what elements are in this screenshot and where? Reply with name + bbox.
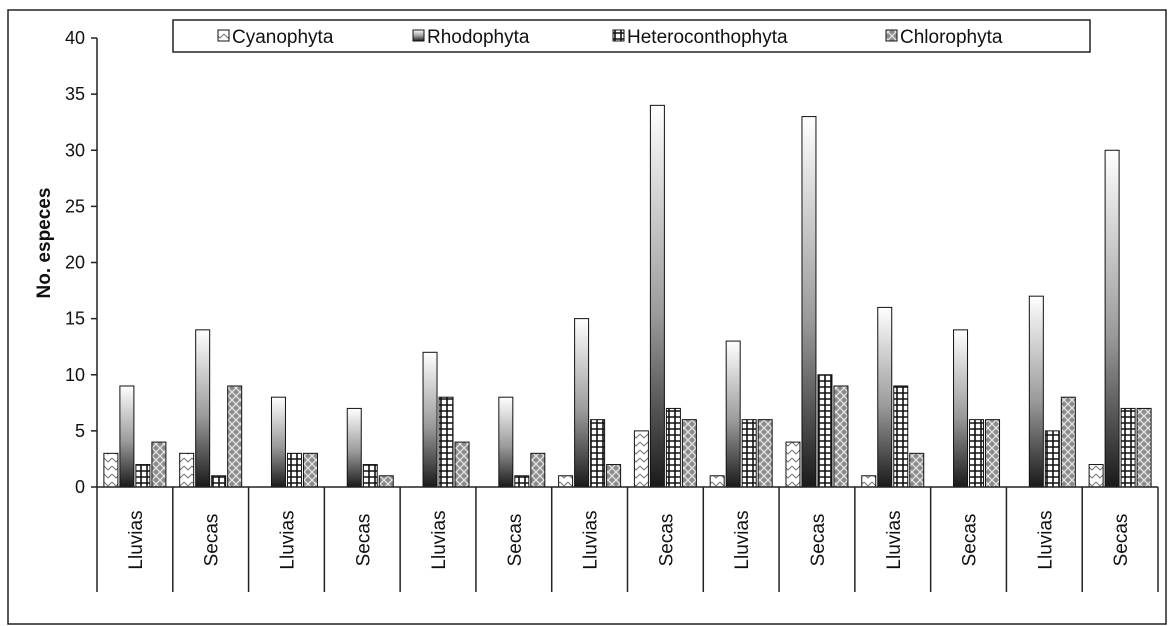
bar-heteroconthophyta bbox=[362, 464, 378, 488]
bar-rhodophyta bbox=[1028, 295, 1044, 488]
bar-heteroconthophyta bbox=[969, 419, 985, 488]
bar-cyanophyta bbox=[785, 441, 801, 488]
x-tick-label: Secas bbox=[1111, 514, 1132, 567]
x-tick-label: Lluvias bbox=[884, 510, 905, 569]
bar-heteroconthophyta bbox=[438, 396, 454, 488]
legend-swatch-chlorophyta bbox=[885, 29, 898, 42]
x-tick-label: Secas bbox=[960, 514, 981, 567]
x-tick-label: Lluvias bbox=[732, 510, 753, 569]
bar-heteroconthophyta bbox=[741, 419, 757, 488]
x-tick-label: Lluvias bbox=[429, 510, 450, 569]
legend-swatch-heteroconthophyta bbox=[612, 29, 625, 42]
bar-heteroconthophyta bbox=[1120, 407, 1136, 488]
bar-chlorophyta bbox=[681, 419, 697, 488]
bar-cyanophyta bbox=[179, 452, 195, 488]
bar-chlorophyta bbox=[530, 452, 546, 488]
bar-rhodophyta bbox=[574, 318, 590, 488]
x-tick-label: Secas bbox=[808, 514, 829, 567]
bar-heteroconthophyta bbox=[665, 407, 681, 488]
legend-label-cyanophyta: Cyanophyta bbox=[232, 27, 334, 48]
bar-cyanophyta bbox=[861, 475, 877, 488]
legend-label-chlorophyta: Chlorophyta bbox=[900, 27, 1003, 48]
y-tick-label: 40 bbox=[65, 28, 85, 48]
bar-rhodophyta bbox=[119, 385, 135, 488]
bar-cyanophyta bbox=[103, 452, 119, 488]
legend-swatch-rhodophyta bbox=[412, 29, 425, 42]
bar-heteroconthophyta bbox=[590, 419, 606, 488]
y-tick-label: 20 bbox=[65, 253, 85, 273]
bar-heteroconthophyta bbox=[893, 385, 909, 488]
legend-label-heteroconthophyta: Heteroconthophyta bbox=[627, 27, 788, 48]
bar-chlorophyta bbox=[757, 419, 773, 488]
x-tick-label: Lluvias bbox=[277, 510, 298, 569]
x-tick-label: Lluvias bbox=[1035, 510, 1056, 569]
bar-chlorophyta bbox=[833, 385, 849, 488]
legend-label-rhodophyta: Rhodophyta bbox=[427, 27, 530, 48]
bar-rhodophyta bbox=[498, 396, 514, 488]
bar-chlorophyta bbox=[454, 441, 470, 488]
bar-heteroconthophyta bbox=[1044, 430, 1060, 488]
bar-chlorophyta bbox=[909, 452, 925, 488]
bar-heteroconthophyta bbox=[211, 475, 227, 488]
y-tick-label: 15 bbox=[65, 309, 85, 329]
x-tick-label: Lluvias bbox=[126, 510, 147, 569]
bar-cyanophyta bbox=[709, 475, 725, 488]
y-tick-label: 30 bbox=[65, 140, 85, 160]
y-tick-label: 0 bbox=[75, 477, 85, 497]
bar-rhodophyta bbox=[801, 116, 817, 488]
bar-chlorophyta bbox=[1060, 396, 1076, 488]
bar-chlorophyta bbox=[378, 475, 394, 488]
bar-rhodophyta bbox=[1104, 149, 1120, 488]
bar-chlorophyta bbox=[302, 452, 318, 488]
y-tick-label: 5 bbox=[75, 421, 85, 441]
bar-rhodophyta bbox=[270, 396, 286, 488]
bar-rhodophyta bbox=[422, 351, 438, 488]
bar-cyanophyta bbox=[633, 430, 649, 488]
bar-rhodophyta bbox=[877, 306, 893, 488]
bar-chlorophyta bbox=[606, 464, 622, 488]
bar-chlorophyta bbox=[151, 441, 167, 488]
bar-heteroconthophyta bbox=[286, 452, 302, 488]
bar-cyanophyta bbox=[558, 475, 574, 488]
bar-cyanophyta bbox=[1088, 464, 1104, 488]
legend-swatch-cyanophyta bbox=[217, 29, 230, 42]
x-tick-label: Secas bbox=[656, 514, 677, 567]
bar-chlorophyta bbox=[985, 419, 1001, 488]
x-tick-label: Lluvias bbox=[581, 510, 602, 569]
y-tick-label: 25 bbox=[65, 196, 85, 216]
bar-heteroconthophyta bbox=[817, 374, 833, 488]
bar-rhodophyta bbox=[649, 104, 665, 488]
bar-heteroconthophyta bbox=[514, 475, 530, 488]
y-tick-label: 10 bbox=[65, 365, 85, 385]
x-tick-label: Secas bbox=[202, 514, 223, 567]
bar-chlorophyta bbox=[227, 385, 243, 488]
bar-rhodophyta bbox=[195, 329, 211, 488]
legend-box bbox=[172, 19, 1091, 53]
bar-rhodophyta bbox=[346, 407, 362, 488]
x-tick-label: Secas bbox=[353, 514, 374, 567]
bar-rhodophyta bbox=[725, 340, 741, 488]
y-tick-label: 35 bbox=[65, 84, 85, 104]
x-tick-label: Secas bbox=[505, 514, 526, 567]
y-axis-title: No. especes bbox=[34, 188, 55, 299]
bar-chlorophyta bbox=[1136, 407, 1152, 488]
bar-heteroconthophyta bbox=[135, 464, 151, 488]
bar-rhodophyta bbox=[953, 329, 969, 488]
